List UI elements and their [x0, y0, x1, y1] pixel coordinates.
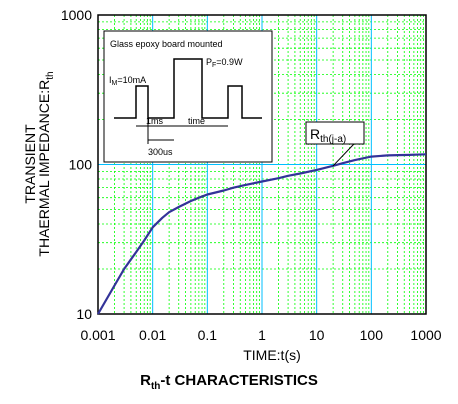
inset-diagram: Glass epoxy board mounted IM=10mA PF=0.9W 1… — [103, 30, 273, 163]
x-tick-label: 100 — [360, 327, 384, 343]
pf-main: P — [206, 57, 212, 67]
dim-time-label: time — [188, 116, 205, 126]
tick-labels: 0.001 0.01 0.1 1 10 100 1000 10 100 1000 — [61, 7, 442, 343]
pf-label: PF=0.9W — [206, 57, 243, 69]
series-label: Rth(j-a) — [305, 121, 365, 167]
x-tick-label: 0.1 — [198, 327, 218, 343]
y-tick-label: 10 — [76, 306, 92, 322]
plot-frame — [97, 14, 427, 315]
x-tick-label: 1000 — [410, 327, 441, 343]
series-label-text: Rth(j-a) — [310, 126, 346, 145]
im-value: =10mA — [117, 75, 146, 85]
y-axis-title-line2: THAERMAL IMPEDANCE:Rth — [36, 71, 56, 256]
y-tick-label: 1000 — [61, 7, 92, 23]
y-tick-label: 100 — [69, 157, 93, 173]
series-line — [97, 153, 427, 315]
pf-value: =0.9W — [216, 57, 243, 67]
inset-box — [103, 30, 273, 163]
dim-300us-label: 300us — [148, 147, 173, 157]
inset-title: Glass epoxy board mounted — [110, 39, 223, 49]
x-axis-title: TIME:t(s) — [243, 347, 301, 363]
y-axis-title-main: THAERMAL IMPEDANCE:R — [36, 80, 52, 257]
im-label: IM=10mA — [109, 75, 146, 87]
chart-title: Rth-t CHARACTERISTICS — [0, 372, 458, 392]
series-label-leader — [332, 142, 356, 167]
x-tick-label: 10 — [309, 327, 325, 343]
chart-svg: 0.001 0.01 0.1 1 10 100 1000 10 100 1000 TRANSIEN… — [22, 7, 442, 363]
title-main: R — [140, 372, 151, 389]
title-sub: th — [150, 381, 161, 392]
x-tick-label: 0.001 — [80, 327, 115, 343]
series — [97, 153, 427, 315]
pf-sub: F — [212, 62, 216, 69]
series-label-box — [305, 121, 365, 145]
im-main: I — [109, 75, 112, 85]
x-tick-label: 0.01 — [139, 327, 166, 343]
y-axis-title-line1: TRANSIENT — [22, 124, 38, 204]
im-sub: M — [112, 80, 118, 87]
title-rest: -t CHARACTERISTICS — [160, 372, 318, 389]
y-axis-title-sub: th — [45, 71, 56, 79]
pulse-waveform — [114, 58, 262, 119]
x-tick-label: 1 — [258, 327, 266, 343]
dim-1ms-label: 1ms — [146, 116, 164, 126]
series-label-main: R — [310, 126, 320, 142]
series-label-sub: th(j-a) — [320, 134, 346, 145]
